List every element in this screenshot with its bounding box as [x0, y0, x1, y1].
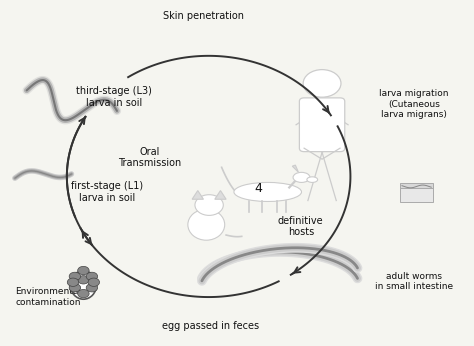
Text: larva migration
(Cutaneous
larva migrans): larva migration (Cutaneous larva migrans…: [380, 89, 449, 119]
Circle shape: [303, 70, 341, 97]
Polygon shape: [215, 191, 226, 199]
Text: third-stage (L3)
larva in soil: third-stage (L3) larva in soil: [76, 86, 152, 108]
Text: Oral
Transmission: Oral Transmission: [118, 147, 181, 168]
Circle shape: [69, 272, 81, 281]
Circle shape: [195, 195, 223, 216]
FancyBboxPatch shape: [400, 183, 433, 188]
Text: Environmental
contamination: Environmental contamination: [15, 288, 81, 307]
Text: egg passed in feces: egg passed in feces: [163, 321, 260, 331]
Text: first-stage (L1)
larva in soil: first-stage (L1) larva in soil: [71, 181, 143, 203]
Text: adult worms
in small intestine: adult worms in small intestine: [375, 272, 453, 291]
Circle shape: [78, 290, 89, 298]
Ellipse shape: [234, 182, 301, 201]
Circle shape: [86, 284, 98, 292]
FancyBboxPatch shape: [400, 185, 433, 202]
Circle shape: [88, 278, 100, 286]
Circle shape: [78, 276, 89, 284]
Ellipse shape: [71, 271, 96, 299]
Ellipse shape: [307, 177, 318, 182]
Circle shape: [69, 284, 81, 292]
Text: 4: 4: [255, 182, 262, 195]
Ellipse shape: [188, 209, 225, 240]
Ellipse shape: [293, 172, 310, 182]
FancyBboxPatch shape: [300, 98, 345, 152]
Circle shape: [86, 272, 98, 281]
Polygon shape: [192, 191, 203, 199]
Text: Skin penetration: Skin penetration: [164, 11, 245, 21]
Text: definitive
hosts: definitive hosts: [278, 216, 324, 237]
Polygon shape: [292, 165, 299, 172]
Circle shape: [67, 278, 79, 286]
Circle shape: [78, 266, 89, 275]
